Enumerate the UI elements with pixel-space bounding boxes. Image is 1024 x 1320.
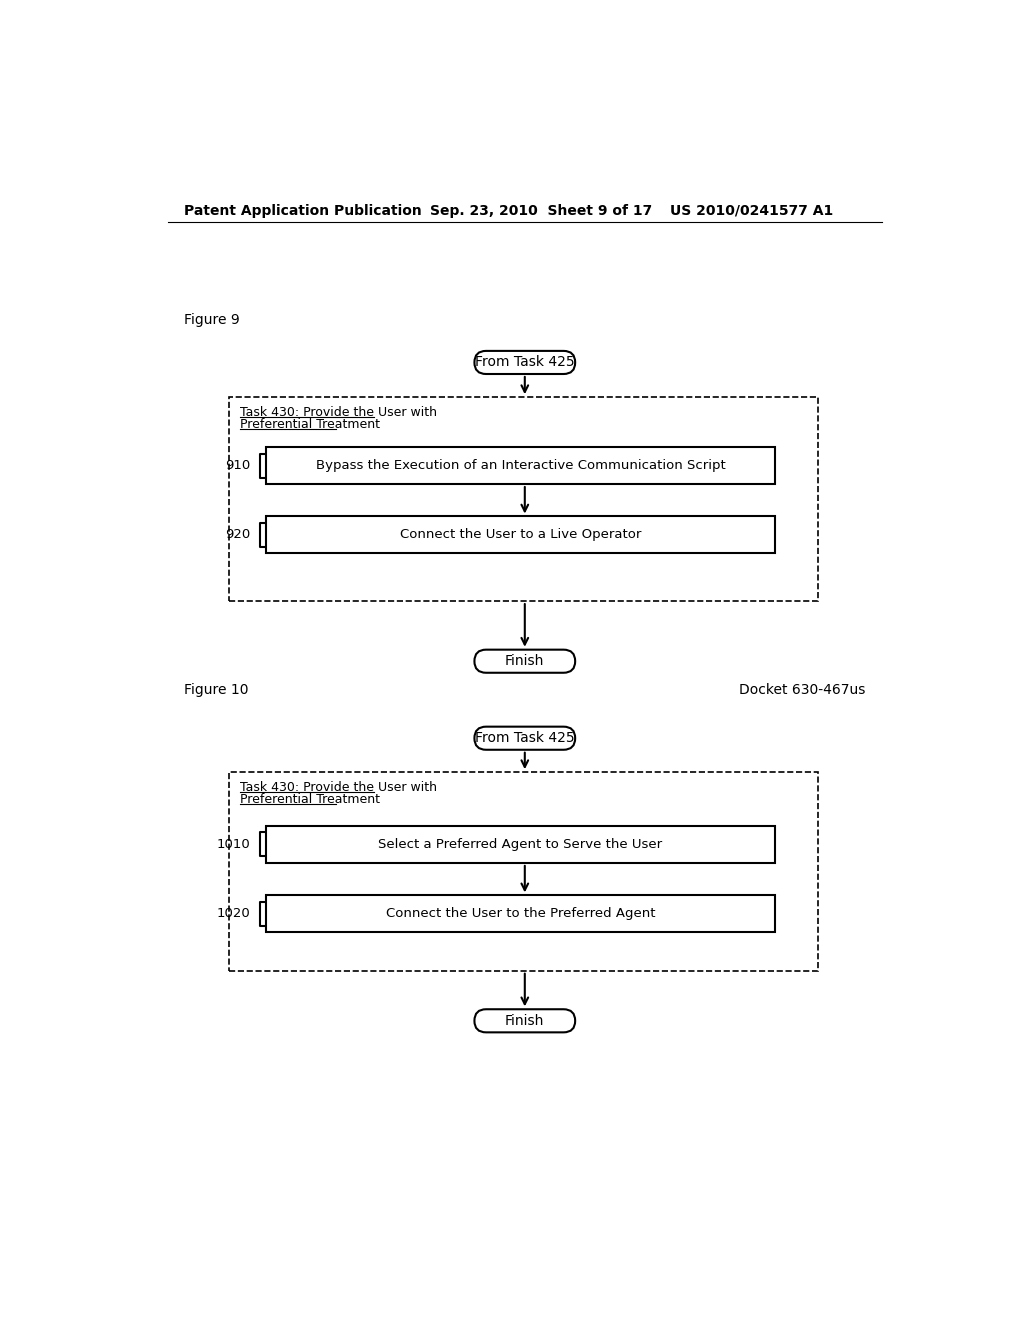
- Text: Preferential Treatment: Preferential Treatment: [241, 418, 380, 432]
- Text: Task 430: Provide the User with: Task 430: Provide the User with: [241, 781, 437, 795]
- Text: Finish: Finish: [505, 1014, 545, 1028]
- Text: Figure 9: Figure 9: [183, 313, 240, 327]
- Text: Finish: Finish: [505, 655, 545, 668]
- Text: Preferential Treatment: Preferential Treatment: [241, 793, 380, 807]
- Bar: [228, 397, 818, 601]
- Text: Select a Preferred Agent to Serve the User: Select a Preferred Agent to Serve the Us…: [379, 838, 663, 851]
- Text: Patent Application Publication: Patent Application Publication: [183, 203, 422, 218]
- FancyBboxPatch shape: [474, 1010, 575, 1032]
- Bar: [266, 447, 775, 484]
- FancyBboxPatch shape: [474, 726, 575, 750]
- Bar: [266, 516, 775, 553]
- Text: US 2010/0241577 A1: US 2010/0241577 A1: [671, 203, 834, 218]
- FancyBboxPatch shape: [474, 351, 575, 374]
- Text: Connect the User to a Live Operator: Connect the User to a Live Operator: [399, 528, 641, 541]
- Text: From Task 425: From Task 425: [475, 731, 574, 746]
- Text: Task 430: Provide the User with: Task 430: Provide the User with: [241, 407, 437, 418]
- Bar: [266, 895, 775, 932]
- Text: 1020: 1020: [217, 907, 251, 920]
- Bar: [228, 772, 818, 970]
- Text: 920: 920: [225, 528, 251, 541]
- Text: Figure 10: Figure 10: [183, 682, 248, 697]
- Text: From Task 425: From Task 425: [475, 355, 574, 370]
- Text: 1010: 1010: [217, 838, 251, 851]
- Text: Sep. 23, 2010  Sheet 9 of 17: Sep. 23, 2010 Sheet 9 of 17: [430, 203, 652, 218]
- FancyBboxPatch shape: [474, 649, 575, 673]
- Text: Bypass the Execution of an Interactive Communication Script: Bypass the Execution of an Interactive C…: [315, 459, 725, 473]
- Text: 910: 910: [225, 459, 251, 473]
- Bar: [266, 826, 775, 863]
- Text: Docket 630-467us: Docket 630-467us: [739, 682, 866, 697]
- Text: Connect the User to the Preferred Agent: Connect the User to the Preferred Agent: [386, 907, 655, 920]
